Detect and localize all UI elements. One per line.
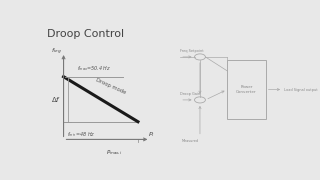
Text: Measured: Measured [181, 139, 199, 143]
Text: $P_i$: $P_i$ [148, 130, 155, 139]
Text: Droop mode: Droop mode [95, 77, 126, 95]
Text: Power
Converter: Power Converter [236, 85, 257, 94]
Text: $P_{max,i}$: $P_{max,i}$ [106, 149, 123, 157]
Text: $f_{min}$=48 Hz: $f_{min}$=48 Hz [67, 130, 95, 139]
Text: $f_{max}$=50.4 Hz: $f_{max}$=50.4 Hz [77, 64, 111, 73]
Text: $f_{reg}$: $f_{reg}$ [51, 47, 62, 57]
Text: Droop Gain: Droop Gain [180, 93, 200, 96]
Text: $\Delta f$: $\Delta f$ [52, 95, 61, 104]
Text: Droop Control: Droop Control [47, 28, 124, 39]
Text: Load Signal output: Load Signal output [284, 87, 318, 91]
Text: Freq Setpoint: Freq Setpoint [180, 49, 204, 53]
